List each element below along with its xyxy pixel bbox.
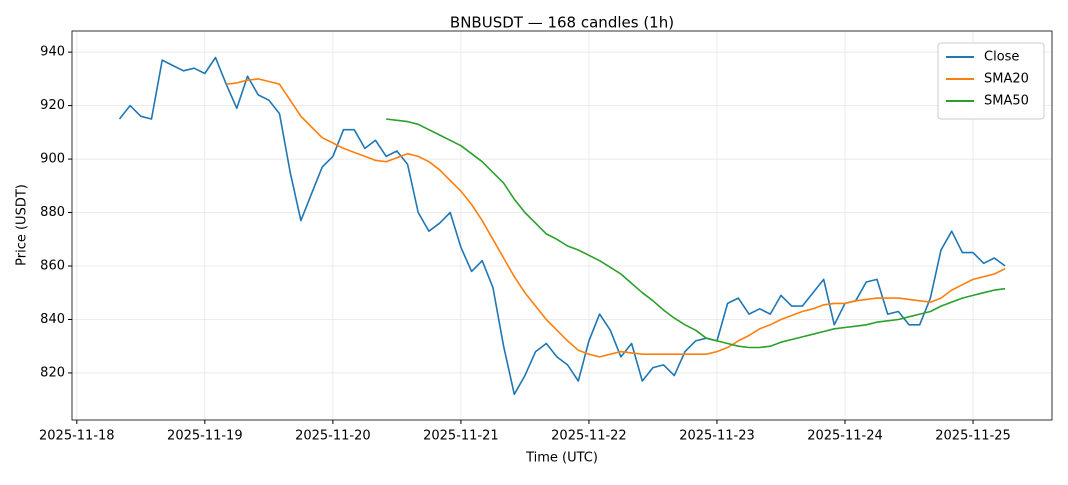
y-tick-label: 940: [40, 45, 65, 60]
plot-frame: [71, 30, 1053, 421]
x-tick-label: 2025-11-18: [39, 429, 115, 444]
y-tick-label: 820: [40, 365, 65, 380]
x-tick-label: 2025-11-22: [551, 429, 627, 444]
legend-label: Close: [984, 50, 1019, 65]
x-tick-label: 2025-11-21: [423, 429, 499, 444]
y-tick-label: 840: [40, 312, 65, 327]
legend-label: SMA50: [984, 94, 1029, 109]
y-tick-label: 880: [40, 205, 65, 220]
y-tick-label: 920: [40, 98, 65, 113]
x-tick-label: 2025-11-23: [679, 429, 755, 444]
x-axis-label: Time (UTC): [525, 451, 598, 466]
y-tick-label: 860: [40, 259, 65, 274]
x-tick-label: 2025-11-25: [935, 429, 1011, 444]
x-tick-label: 2025-11-24: [807, 429, 883, 444]
y-tick-label: 900: [40, 152, 65, 167]
legend-label: SMA20: [984, 72, 1029, 87]
x-tick-label: 2025-11-20: [295, 429, 371, 444]
x-tick-label: 2025-11-19: [167, 429, 243, 444]
series-line: [386, 118, 1006, 349]
series-line: [118, 56, 1006, 396]
series-line: [226, 78, 1006, 358]
y-axis-label: Price (USDT): [15, 184, 30, 266]
chart-title: BNBUSDT — 168 candles (1h): [450, 14, 674, 32]
